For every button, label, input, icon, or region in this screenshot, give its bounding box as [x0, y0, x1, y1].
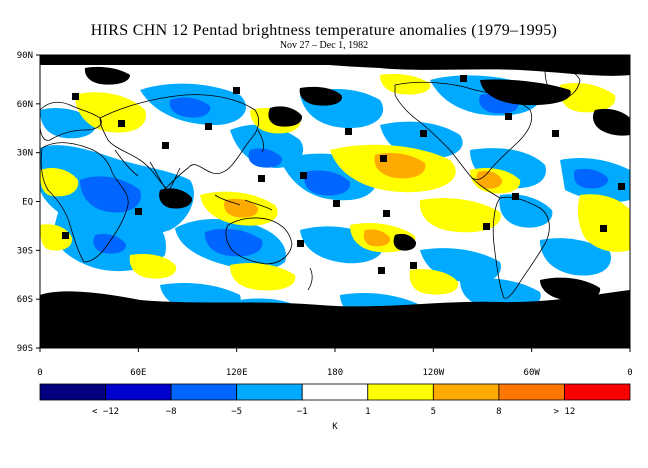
cold-anomaly-medium: [80, 93, 609, 257]
colorbar-tick-label: −5: [231, 407, 242, 417]
lon-label: 60W: [524, 368, 541, 378]
colorbar-tick-label: 8: [496, 407, 501, 417]
colorbar-swatch: [105, 383, 172, 401]
lon-label: 0: [627, 368, 632, 378]
latitude-axis: 90N 60N 30N EQ 30S 60S 90S: [17, 51, 40, 354]
colorbar-unit-label: K: [332, 422, 338, 432]
lat-label: 30N: [17, 149, 33, 159]
colorbar-tick-label: > 12: [554, 407, 576, 417]
lat-label: EQ: [22, 198, 33, 208]
warm-anomaly-medium: [224, 152, 503, 247]
lon-label: 60E: [130, 368, 146, 378]
coastlines: [40, 68, 630, 325]
lat-label: 30S: [17, 246, 33, 256]
lat-label: 60S: [17, 295, 33, 305]
missing-data-pixels: [62, 75, 625, 330]
colorbar-tick-label: −8: [166, 407, 177, 417]
warm-anomaly-light: [40, 74, 630, 295]
colorbar-swatch: [170, 383, 238, 401]
lon-label: 120E: [226, 368, 248, 378]
lon-label: 120W: [422, 368, 444, 378]
colorbar-tick-label: 5: [431, 407, 436, 417]
colorbar-swatch: [432, 383, 500, 401]
anomaly-field: [40, 55, 630, 348]
colorbar-swatch: [367, 383, 434, 401]
colorbar-tick-label: −1: [297, 407, 308, 417]
missing-data: [40, 55, 630, 348]
colorbar-swatch: [564, 383, 631, 401]
colorbar-swatch: [236, 383, 303, 401]
lat-label: 90S: [17, 344, 33, 354]
map-subtitle: Nov 27 – Dec 1, 1982: [279, 40, 369, 51]
colorbar-tick-label: < −12: [92, 407, 119, 417]
longitude-axis: 0 60E 120E 180 120W 60W 0: [37, 348, 633, 378]
lon-label: 0: [37, 368, 42, 378]
colorbar: [39, 383, 631, 401]
lat-label: 90N: [17, 51, 33, 61]
colorbar-swatch: [39, 383, 106, 401]
lat-label: 60N: [17, 100, 33, 110]
colorbar-ticks: < −12 −8 −5 −1 1 5 8 > 12: [92, 407, 575, 417]
colorbar-swatch: [301, 383, 369, 401]
lon-label: 180: [327, 368, 343, 378]
map-title: HIRS CHN 12 Pentad brightness temperatur…: [90, 22, 558, 39]
colorbar-swatch: [498, 383, 565, 401]
colorbar-tick-label: 1: [365, 407, 370, 417]
